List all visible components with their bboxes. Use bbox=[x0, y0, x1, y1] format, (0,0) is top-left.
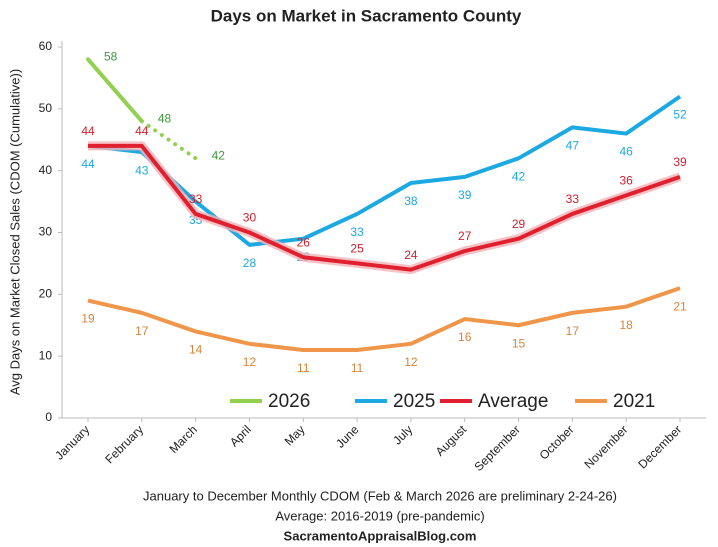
data-label: 12 bbox=[404, 355, 418, 369]
y-tick-label: 10 bbox=[39, 348, 53, 362]
legend-label: 2026 bbox=[268, 391, 310, 412]
x-tick-label: August bbox=[433, 422, 470, 459]
y-tick-label: 20 bbox=[39, 287, 53, 301]
data-label: 12 bbox=[243, 355, 257, 369]
x-tick-label: June bbox=[333, 422, 362, 451]
data-label: 39 bbox=[673, 155, 687, 169]
data-label: 17 bbox=[566, 324, 580, 338]
legend-label: Average bbox=[478, 391, 548, 412]
series-line bbox=[87, 286, 681, 352]
data-label: 16 bbox=[458, 330, 472, 344]
data-label: 42 bbox=[212, 148, 226, 162]
caption: Average: 2016-2019 (pre-pandemic) bbox=[275, 508, 484, 523]
data-label: 17 bbox=[135, 324, 149, 338]
data-label: 52 bbox=[673, 108, 687, 122]
data-label: 26 bbox=[297, 235, 311, 249]
data-label: 44 bbox=[81, 157, 95, 171]
y-axis-title: Avg Days on Market Closed Sales (CDOM (C… bbox=[7, 69, 22, 395]
data-label: 48 bbox=[158, 111, 172, 125]
data-label: 14 bbox=[189, 343, 203, 357]
x-tick-label: May bbox=[282, 422, 308, 448]
y-tick-label: 0 bbox=[45, 410, 52, 424]
data-label: 44 bbox=[135, 124, 149, 138]
y-tick-label: 50 bbox=[39, 101, 53, 115]
data-label: 36 bbox=[620, 174, 634, 188]
legend-label: 2021 bbox=[613, 391, 655, 412]
data-label: 44 bbox=[81, 124, 95, 138]
x-tick-label: February bbox=[102, 422, 146, 466]
data-label: 33 bbox=[566, 192, 580, 206]
x-tick-label: March bbox=[167, 422, 200, 455]
data-label: 27 bbox=[458, 229, 472, 243]
chart-title: Days on Market in Sacramento County bbox=[211, 6, 522, 25]
data-label: 42 bbox=[512, 169, 526, 183]
caption: January to December Monthly CDOM (Feb & … bbox=[143, 488, 617, 503]
data-label: 33 bbox=[350, 225, 364, 239]
data-label: 18 bbox=[620, 318, 634, 332]
data-label: 38 bbox=[404, 194, 418, 208]
caption: SacramentoAppraisalBlog.com bbox=[284, 528, 477, 543]
data-label: 28 bbox=[243, 256, 257, 270]
data-label: 24 bbox=[404, 248, 418, 262]
data-label: 29 bbox=[512, 217, 526, 231]
y-tick-label: 40 bbox=[39, 163, 53, 177]
data-label: 25 bbox=[350, 242, 364, 256]
data-label: 39 bbox=[458, 188, 472, 202]
x-tick-label: April bbox=[227, 422, 254, 449]
x-tick-label: October bbox=[537, 422, 577, 462]
x-tick-label: November bbox=[582, 422, 631, 471]
x-tick-label: January bbox=[52, 422, 92, 462]
data-label: 46 bbox=[620, 145, 634, 159]
data-label: 33 bbox=[189, 192, 203, 206]
data-label: 58 bbox=[104, 50, 118, 64]
data-label: 11 bbox=[351, 361, 364, 375]
x-tick-label: July bbox=[390, 422, 415, 447]
data-label: 19 bbox=[81, 312, 95, 326]
series-line bbox=[88, 143, 681, 272]
series-line bbox=[87, 94, 682, 247]
y-tick-label: 30 bbox=[39, 225, 53, 239]
data-label: 43 bbox=[135, 163, 149, 177]
data-label: 15 bbox=[512, 336, 526, 350]
y-tick-label: 60 bbox=[39, 39, 53, 53]
data-label: 21 bbox=[673, 299, 687, 313]
x-tick-label: December bbox=[635, 422, 684, 471]
data-label: 30 bbox=[243, 211, 257, 225]
legend-label: 2025 bbox=[393, 391, 435, 412]
data-label: 11 bbox=[297, 361, 310, 375]
data-label: 47 bbox=[566, 139, 580, 153]
series-line bbox=[86, 57, 144, 124]
x-tick-label: September bbox=[472, 422, 523, 473]
series-line-preliminary bbox=[139, 119, 198, 161]
